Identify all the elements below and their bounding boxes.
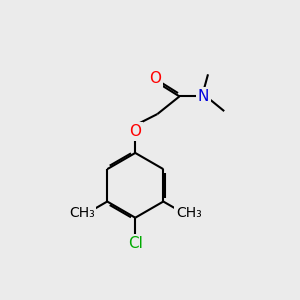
Text: N: N — [198, 89, 209, 104]
Text: O: O — [129, 124, 141, 139]
Text: Cl: Cl — [128, 236, 143, 251]
Text: CH₃: CH₃ — [176, 206, 202, 220]
Text: CH₃: CH₃ — [69, 206, 94, 220]
Text: O: O — [149, 71, 161, 86]
